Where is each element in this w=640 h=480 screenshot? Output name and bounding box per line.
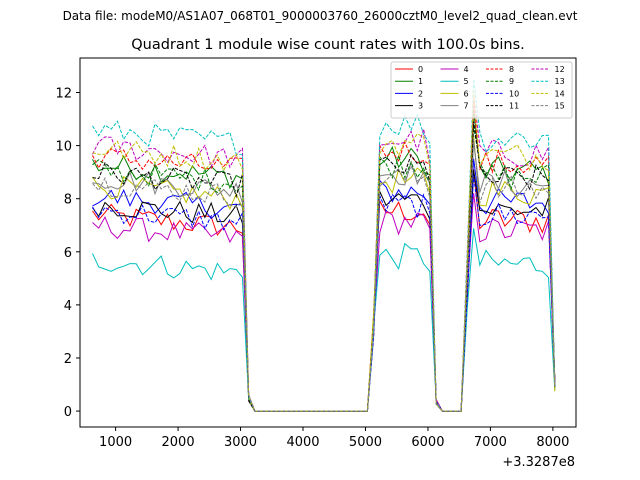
y-tick-label: 8 bbox=[64, 193, 72, 208]
legend-label-4: 4 bbox=[464, 65, 469, 74]
series-line-4 bbox=[92, 193, 556, 412]
legend-label-3: 3 bbox=[418, 102, 423, 111]
series-line-9 bbox=[92, 126, 556, 412]
series-line-11 bbox=[92, 121, 556, 412]
x-tick-label: 5000 bbox=[349, 435, 382, 450]
legend-label-12: 12 bbox=[555, 65, 565, 74]
y-tick-label: 12 bbox=[55, 87, 72, 102]
legend-label-13: 13 bbox=[555, 77, 565, 86]
legend-label-2: 2 bbox=[418, 89, 423, 98]
series-line-13 bbox=[92, 78, 556, 412]
series-line-15 bbox=[92, 138, 556, 412]
series-line-14 bbox=[92, 90, 556, 412]
plot-area: 1000 2000 3000 4000 5000 6000 7000 800002468101… bbox=[55, 57, 577, 450]
legend-label-8: 8 bbox=[509, 65, 514, 74]
axes-frame bbox=[79, 57, 577, 428]
y-tick-label: 2 bbox=[64, 352, 72, 367]
x-tick-label: 3000 bbox=[224, 435, 257, 450]
x-tick-label: 6000 bbox=[411, 435, 444, 450]
legend-label-11: 11 bbox=[509, 102, 519, 111]
legend-label-0: 0 bbox=[418, 65, 423, 74]
y-tick-label: 4 bbox=[64, 299, 72, 314]
x-tick-label: 4000 bbox=[286, 435, 319, 450]
x-tick-label: 1000 bbox=[99, 435, 132, 450]
y-tick-label: 10 bbox=[55, 140, 72, 155]
chart-suptitle: Data file: modeM0/AS1A07_068T01_90000037… bbox=[63, 9, 578, 23]
legend-label-9: 9 bbox=[509, 77, 514, 86]
chart-title: Quadrant 1 module wise count rates with … bbox=[131, 37, 525, 53]
legend-label-15: 15 bbox=[555, 102, 565, 111]
legend-label-1: 1 bbox=[418, 77, 423, 86]
x-tick-label: 2000 bbox=[162, 435, 195, 450]
legend-label-14: 14 bbox=[555, 89, 565, 98]
x-offset-label: +3.3287e8 bbox=[502, 455, 575, 470]
x-tick-label: 8000 bbox=[536, 435, 569, 450]
x-tick-label: 7000 bbox=[474, 435, 507, 450]
legend-label-6: 6 bbox=[464, 89, 469, 98]
legend-label-10: 10 bbox=[509, 89, 519, 98]
series-line-2 bbox=[92, 158, 556, 412]
y-tick-label: 6 bbox=[64, 246, 72, 261]
y-tick-label: 0 bbox=[64, 405, 72, 420]
legend-label-7: 7 bbox=[464, 102, 469, 111]
legend-label-5: 5 bbox=[464, 77, 469, 86]
series-line-5 bbox=[92, 228, 556, 412]
legend-box bbox=[390, 61, 573, 119]
